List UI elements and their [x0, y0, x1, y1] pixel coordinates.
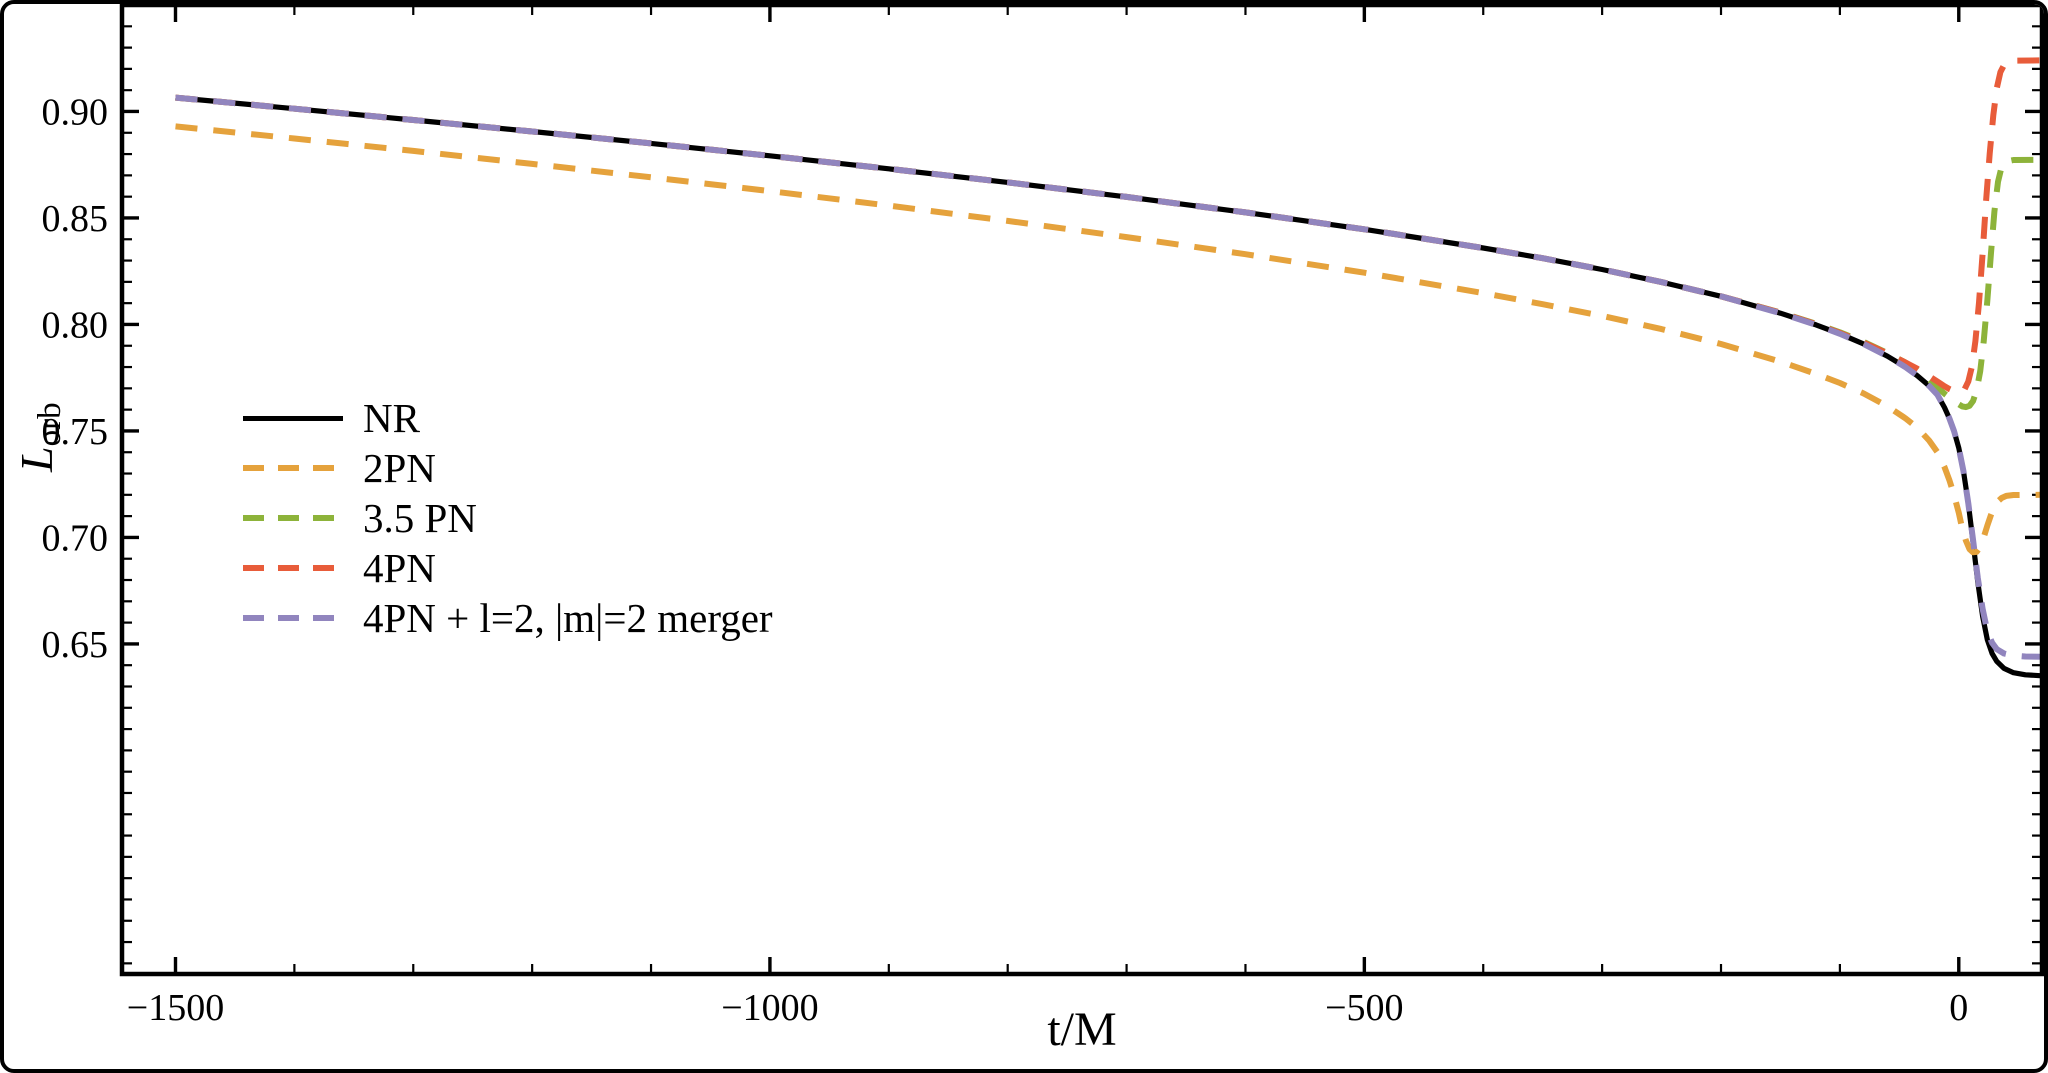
nr-line-sample-icon: [243, 415, 343, 421]
legend-item-4pn-merger: 4PN + l=2, |m|=2 merger: [243, 594, 773, 642]
y-tick-label: 0.90: [42, 91, 109, 133]
x-axis-label: t/M: [1047, 1003, 1117, 1056]
legend: NR 2PN 3.5 PN 4PN 4PN + l=2, |m|=2 merge…: [243, 394, 773, 642]
tick-labels: −1500 −1000 −500 0 0.65 0.70 0.75 0.80 0.85 0.90: [42, 91, 1969, 1029]
legend-label-nr: NR: [363, 394, 420, 441]
legend-label-3p5pn: 3.5 PN: [363, 494, 477, 541]
legend-item-3p5pn: 3.5 PN: [243, 494, 773, 542]
series-4pn-merger: [175, 94, 2043, 660]
series-2pn: [175, 123, 2043, 556]
y-tick-label: 0.65: [42, 624, 109, 666]
y-axis-label-subscript: orb: [32, 402, 68, 447]
plot-frame: [119, 4, 2044, 977]
y-axis-label-symbol: L: [11, 446, 62, 472]
y-tick-label: 0.80: [42, 304, 109, 346]
3p5pn-line-sample-icon: [243, 515, 343, 521]
4pn-line-sample-icon: [243, 565, 343, 571]
series-3p5pn: [175, 94, 2043, 411]
legend-item-4pn: 4PN: [243, 544, 773, 592]
x-tick-label: −500: [1325, 987, 1403, 1029]
y-tick-label: 0.85: [42, 198, 109, 240]
y-axis-label: Lorb: [11, 402, 68, 472]
y-tick-label: 0.70: [42, 517, 109, 559]
legend-item-2pn: 2PN: [243, 444, 773, 492]
x-tick-label: −1500: [127, 987, 224, 1029]
x-tick-label: −1000: [721, 987, 818, 1029]
legend-label-2pn: 2PN: [363, 444, 436, 491]
4pn-merger-line-sample-icon: [243, 615, 343, 621]
legend-item-nr: NR: [243, 394, 773, 442]
x-tick-label: 0: [1949, 987, 1968, 1029]
legend-label-4pn: 4PN: [363, 544, 436, 591]
series-4pn: [175, 57, 2043, 396]
legend-label-4pn-merger: 4PN + l=2, |m|=2 merger: [363, 594, 773, 641]
plot-canvas: −1500 −1000 −500 0 0.65 0.70 0.75 0.80 0.85 0.90: [42, 4, 2044, 1029]
2pn-line-sample-icon: [243, 465, 343, 471]
series-lines: [175, 57, 2043, 679]
y-tick-label: 0.75: [42, 411, 109, 453]
